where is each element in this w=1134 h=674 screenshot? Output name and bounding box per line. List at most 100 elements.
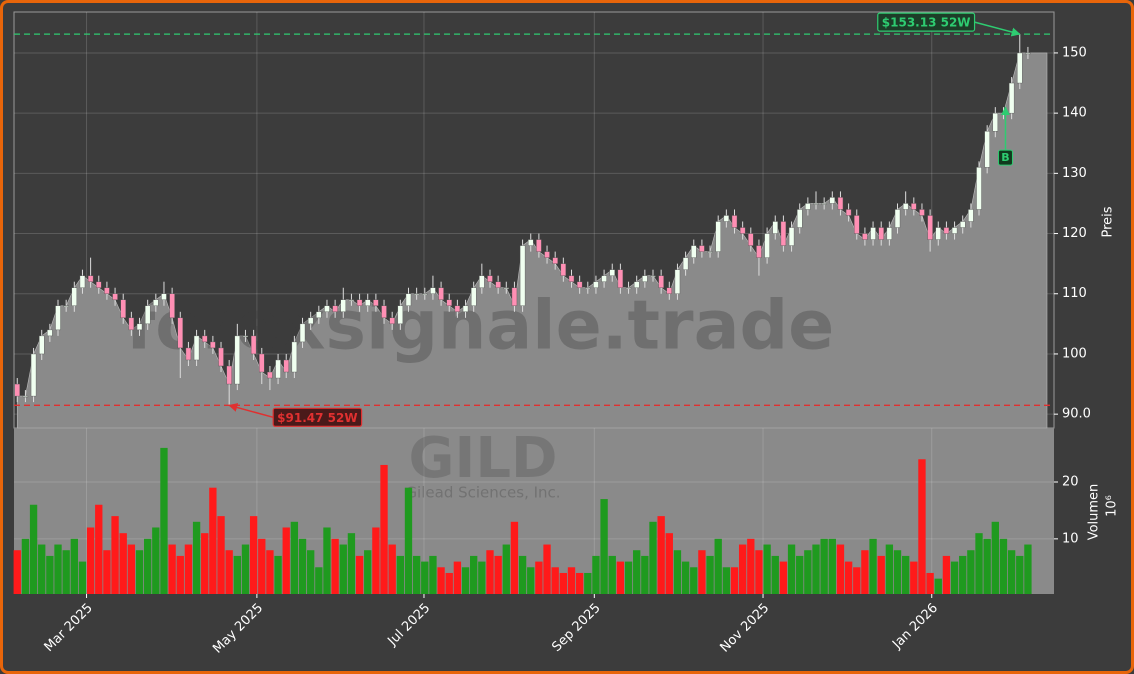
y-tick-label: 120 bbox=[1062, 226, 1087, 241]
volume-bar bbox=[690, 567, 698, 594]
candle-body bbox=[291, 341, 298, 373]
candle-body bbox=[617, 269, 624, 288]
volume-bar bbox=[355, 555, 364, 594]
candle-body bbox=[642, 275, 648, 282]
volume-bar bbox=[486, 550, 494, 594]
candle-body bbox=[878, 227, 884, 240]
candle-body bbox=[1008, 82, 1015, 114]
volume-bar bbox=[698, 550, 706, 594]
volume-bar bbox=[372, 527, 380, 594]
volume-bar bbox=[453, 561, 462, 594]
volume-bar bbox=[347, 533, 356, 594]
candle-body bbox=[283, 359, 289, 373]
candle-body bbox=[87, 275, 94, 282]
candle-body bbox=[299, 323, 306, 343]
candle-body bbox=[14, 383, 20, 397]
volume-bar bbox=[315, 567, 323, 594]
volume-bar bbox=[86, 527, 95, 594]
candle-body bbox=[837, 197, 844, 210]
volume-bar bbox=[730, 567, 739, 594]
candle-body bbox=[422, 293, 428, 295]
volume-bar bbox=[119, 533, 127, 594]
volume-bar bbox=[853, 567, 861, 594]
candle-body bbox=[715, 221, 721, 252]
volume-bar bbox=[959, 555, 967, 594]
candle-body bbox=[560, 263, 567, 276]
annotation-arrow bbox=[228, 403, 274, 419]
volume-bar bbox=[828, 538, 836, 594]
candle-body bbox=[242, 335, 249, 338]
candle-body bbox=[691, 245, 697, 258]
volume-bar bbox=[290, 521, 299, 594]
volume-bar bbox=[217, 516, 225, 594]
candle-body bbox=[462, 305, 469, 313]
candle-body bbox=[275, 359, 281, 379]
volume-bar bbox=[901, 555, 910, 594]
volume-bar bbox=[633, 550, 641, 594]
volume-bar bbox=[54, 544, 62, 594]
volume-bar bbox=[804, 550, 812, 594]
candle-body bbox=[772, 221, 778, 234]
candle-body bbox=[960, 221, 966, 228]
candle-body bbox=[764, 233, 770, 258]
candle-body bbox=[870, 227, 876, 240]
volume-bar bbox=[747, 538, 755, 594]
volume-bar bbox=[861, 550, 869, 594]
candle-body bbox=[756, 245, 762, 258]
candle-body bbox=[185, 347, 192, 361]
candle-body bbox=[845, 209, 852, 216]
volume-tick-label: 20 bbox=[1062, 475, 1079, 490]
candle-body bbox=[79, 275, 86, 288]
candle-body bbox=[788, 227, 795, 246]
x-tick-label: May 2025 bbox=[210, 601, 266, 657]
candle-body bbox=[984, 131, 990, 168]
candle-body bbox=[511, 287, 518, 306]
candle-body bbox=[316, 311, 322, 319]
candle-body bbox=[487, 275, 493, 282]
volume-bar bbox=[877, 555, 885, 594]
volume-bar bbox=[910, 561, 918, 594]
volume-bar bbox=[95, 504, 103, 594]
watermark: forexsignale.trade bbox=[126, 287, 835, 366]
candle-body bbox=[340, 299, 346, 313]
volume-bar bbox=[722, 567, 731, 594]
volume-bar bbox=[46, 555, 54, 594]
volume-bar bbox=[502, 544, 510, 594]
volume-bar bbox=[388, 544, 396, 594]
candle-body bbox=[968, 209, 974, 222]
volume-bar bbox=[714, 538, 722, 594]
volume-bar bbox=[209, 487, 217, 594]
volume-bar bbox=[812, 544, 820, 594]
volume-bar bbox=[510, 521, 519, 594]
volume-bar bbox=[233, 555, 241, 594]
candle-body bbox=[992, 112, 999, 132]
candle-body bbox=[674, 269, 681, 294]
volume-bar bbox=[184, 544, 193, 594]
volume-bar bbox=[983, 538, 991, 594]
x-tick-label: Jul 2025 bbox=[385, 601, 434, 650]
volume-bar bbox=[665, 533, 673, 594]
candle-body bbox=[226, 365, 232, 385]
candle-body bbox=[519, 245, 526, 306]
candle-body bbox=[356, 299, 363, 306]
candle-body bbox=[250, 335, 257, 355]
volume-bar bbox=[820, 538, 828, 594]
candle-body bbox=[528, 239, 534, 246]
signal-box bbox=[997, 149, 1013, 166]
volume-bar bbox=[111, 516, 119, 594]
candle-body bbox=[144, 305, 151, 325]
candle-body bbox=[601, 275, 607, 282]
volume-bar bbox=[836, 544, 845, 594]
candle-body bbox=[259, 353, 265, 373]
candle-body bbox=[22, 395, 29, 398]
candle-body bbox=[267, 371, 273, 379]
candle-body bbox=[128, 317, 135, 331]
candle-body bbox=[951, 227, 958, 234]
volume-bar bbox=[575, 572, 584, 594]
candle-body bbox=[894, 209, 901, 228]
candle-body bbox=[397, 305, 404, 325]
candle-body bbox=[136, 323, 143, 331]
volume-bar bbox=[616, 561, 625, 594]
candle-body bbox=[446, 299, 452, 306]
